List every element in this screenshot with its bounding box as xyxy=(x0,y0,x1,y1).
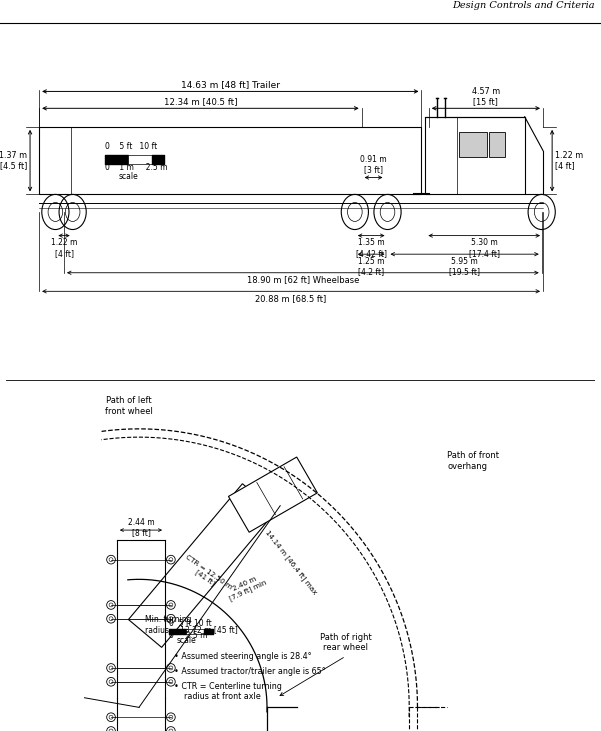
Text: 12.34 m [40.5 ft]: 12.34 m [40.5 ft] xyxy=(163,98,237,107)
Text: Design Controls and Criteria: Design Controls and Criteria xyxy=(453,1,595,10)
Text: 1.25 m
[4.2 ft]: 1.25 m [4.2 ft] xyxy=(358,257,385,276)
Bar xyxy=(426,117,525,194)
Bar xyxy=(489,132,505,157)
Text: 0    1 m     2.5 m: 0 1 m 2.5 m xyxy=(105,163,167,172)
Polygon shape xyxy=(228,457,317,532)
Text: • CTR = Centerline turning
    radius at front axle: • CTR = Centerline turning radius at fro… xyxy=(174,682,282,701)
Text: 1.37 m
[4.5 ft]: 1.37 m [4.5 ft] xyxy=(0,151,28,170)
Text: 18.90 m [62 ft] Wheelbase: 18.90 m [62 ft] Wheelbase xyxy=(246,276,359,284)
Text: Min. turning
radius = 13.72 m [45 ft]: Min. turning radius = 13.72 m [45 ft] xyxy=(145,615,237,635)
Text: • Assumed tractor/trailer angle is 65°: • Assumed tractor/trailer angle is 65° xyxy=(174,667,326,676)
Text: 5.30 m
[17.4 ft]: 5.30 m [17.4 ft] xyxy=(469,238,499,258)
Text: 1.35 m
[4.42 ft]: 1.35 m [4.42 ft] xyxy=(356,238,386,258)
Text: 0    5 ft   10 ft: 0 5 ft 10 ft xyxy=(105,142,157,151)
Text: 14.63 m [48 ft] Trailer: 14.63 m [48 ft] Trailer xyxy=(181,80,280,88)
Text: 2.40 m
[7.9 ft] min: 2.40 m [7.9 ft] min xyxy=(225,572,267,602)
Text: 5.95 m
[19.5 ft]: 5.95 m [19.5 ft] xyxy=(449,257,480,276)
Text: 20.88 m [68.5 ft]: 20.88 m [68.5 ft] xyxy=(255,294,327,303)
Text: Path of right
rear wheel: Path of right rear wheel xyxy=(320,633,371,652)
Text: 4.57 m
[15 ft]: 4.57 m [15 ft] xyxy=(472,87,500,107)
Bar xyxy=(459,132,487,157)
Bar xyxy=(39,127,421,194)
Text: • Assumed steering angle is 28.4°: • Assumed steering angle is 28.4° xyxy=(174,652,312,662)
Text: scale: scale xyxy=(177,637,197,645)
Text: Path of left
front wheel: Path of left front wheel xyxy=(105,396,153,416)
Text: Path of front
overhang: Path of front overhang xyxy=(447,452,499,471)
Text: 1.22 m
[4 ft]: 1.22 m [4 ft] xyxy=(555,151,583,170)
Text: 1.22 m
[4 ft]: 1.22 m [4 ft] xyxy=(51,238,77,258)
Text: 14.14 m [46.4 ft] max: 14.14 m [46.4 ft] max xyxy=(264,529,319,596)
Text: 0.91 m
[3 ft]: 0.91 m [3 ft] xyxy=(360,155,386,174)
Text: scale: scale xyxy=(118,173,138,181)
Polygon shape xyxy=(129,484,276,648)
Text: 0  5 ft 10 ft: 0 5 ft 10 ft xyxy=(168,618,212,628)
Text: 2.44 m
[8 ft]: 2.44 m [8 ft] xyxy=(127,518,154,537)
Text: CTR = 12.50 m
[41 ft]: CTR = 12.50 m [41 ft] xyxy=(180,553,233,596)
Text: 0     2.5 m: 0 2.5 m xyxy=(168,632,207,640)
